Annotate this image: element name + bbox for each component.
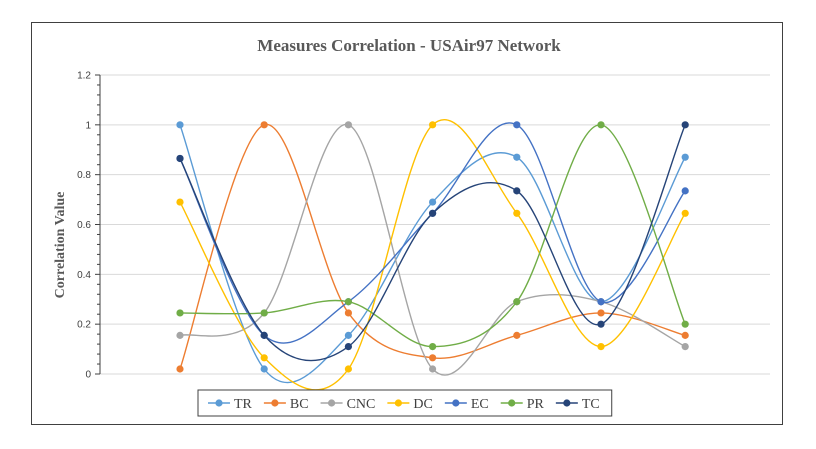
data-point-dc: [513, 209, 521, 217]
legend-marker-bc: [271, 399, 279, 407]
series-pr: [176, 121, 689, 351]
y-tick-label: 0: [85, 370, 91, 381]
series-ec: [176, 121, 689, 344]
y-tick-label: 0.2: [77, 320, 91, 331]
y-tick-label: 0.6: [77, 220, 91, 231]
data-point-tc: [597, 320, 605, 328]
data-point-tr: [176, 121, 184, 129]
legend-item-ec: EC: [444, 397, 489, 412]
legend-label-dc: DC: [413, 397, 432, 412]
series-cnc: [176, 121, 689, 376]
data-point-tc: [513, 187, 521, 195]
data-point-ec: [681, 187, 689, 195]
series-dc: [176, 118, 689, 391]
data-point-tc: [429, 209, 437, 217]
legend-marker-tr: [215, 399, 223, 407]
data-point-dc: [176, 198, 184, 206]
data-point-dc: [597, 342, 605, 351]
data-point-pr: [429, 342, 437, 351]
y-axis-label: Correlation Value: [53, 192, 68, 299]
data-point-tr: [429, 198, 437, 206]
data-point-tr: [344, 331, 352, 339]
data-point-pr: [597, 121, 605, 129]
legend-marker-ec: [452, 399, 460, 407]
data-point-ec: [513, 121, 521, 129]
legend-marker-dc: [394, 399, 402, 407]
data-point-cnc: [429, 365, 437, 373]
data-point-dc: [344, 365, 352, 373]
legend-label-tc: TC: [582, 397, 600, 412]
data-point-ec: [597, 298, 605, 306]
data-point-bc: [260, 121, 268, 129]
data-point-pr: [344, 298, 352, 306]
legend-label-pr: PR: [527, 397, 545, 412]
legend-label-ec: EC: [471, 397, 489, 412]
series-tc: [176, 121, 689, 362]
data-point-dc: [429, 121, 437, 129]
series-line-ec: [179, 122, 686, 344]
series-line-bc: [179, 124, 686, 370]
legend-label-tr: TR: [234, 397, 253, 412]
series-line-cnc: [179, 124, 686, 376]
data-point-dc: [260, 354, 268, 362]
legend-item-tr: TR: [208, 397, 253, 412]
data-point-tr: [260, 365, 268, 373]
data-point-bc: [429, 354, 437, 362]
y-tick-label: 1: [85, 120, 91, 131]
data-point-tc: [176, 154, 184, 163]
chart-title: Measures Correlation - USAir97 Network: [257, 36, 561, 55]
y-tick-label: 1.2: [77, 71, 91, 82]
y-tick-label: 0.8: [77, 170, 91, 181]
data-point-pr: [260, 309, 268, 317]
legend-item-pr: PR: [500, 397, 545, 412]
data-point-bc: [176, 365, 184, 373]
legend-marker-cnc: [327, 399, 336, 407]
legend-label-cnc: CNC: [347, 397, 376, 412]
legend: TR BC CNC DC EC PR TC: [197, 389, 613, 417]
data-point-pr: [176, 309, 184, 317]
legend-item-bc: BC: [263, 397, 309, 412]
data-point-cnc: [176, 331, 184, 339]
data-point-pr: [513, 298, 521, 306]
series-line-tc: [179, 124, 686, 362]
legend-item-dc: DC: [387, 397, 433, 412]
data-point-tr: [513, 153, 521, 161]
data-point-bc: [344, 309, 352, 317]
data-point-bc: [597, 309, 605, 317]
chart-frame: Measures Correlation - USAir97 Network C…: [31, 22, 783, 425]
legend-marker-tc: [563, 399, 571, 407]
y-tick-label: 0.4: [77, 270, 91, 281]
data-point-pr: [681, 320, 689, 328]
series-line-pr: [179, 124, 686, 348]
data-point-bc: [681, 331, 689, 339]
series-bc: [176, 121, 689, 373]
data-point-tc: [260, 331, 268, 339]
legend-item-tc: TC: [555, 397, 600, 412]
data-point-tr: [681, 153, 689, 161]
data-point-cnc: [681, 342, 689, 351]
data-point-tc: [344, 342, 352, 351]
y-axis: 0 0.2 0.4 0.6 0.8 1 1.2: [77, 71, 770, 381]
series-lines: [176, 118, 689, 391]
line-chart: Measures Correlation - USAir97 Network C…: [53, 36, 770, 417]
legend-item-cnc: CNC: [320, 397, 376, 412]
data-point-bc: [513, 331, 521, 339]
data-point-tc: [681, 121, 689, 129]
legend-marker-pr: [508, 399, 516, 407]
legend-label-bc: BC: [290, 397, 309, 412]
data-point-cnc: [344, 121, 352, 129]
data-point-dc: [681, 209, 689, 217]
